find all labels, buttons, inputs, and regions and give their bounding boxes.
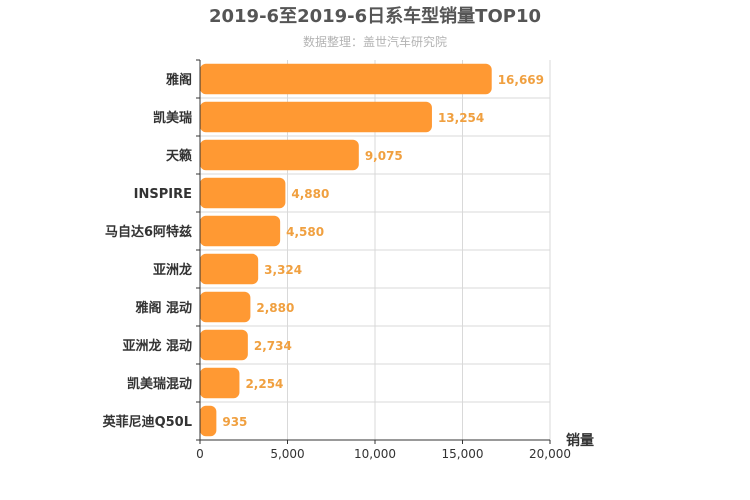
value-label: 3,324 [264, 263, 302, 277]
chart-title: 2019-6至2019-6日系车型销量TOP10 [209, 5, 541, 27]
x-axis-title: 销量 [566, 432, 594, 449]
x-tick-label: 15,000 [442, 447, 484, 461]
category-label: 雅阁 混动 [135, 300, 192, 316]
bar-layer [200, 63, 492, 437]
category-label: INSPIRE [134, 187, 192, 202]
x-tick-label: 10,000 [354, 447, 396, 461]
value-label: 16,669 [498, 73, 544, 87]
category-label: 马自达6阿特兹 [105, 224, 192, 240]
value-label: 2,880 [256, 301, 294, 315]
x-tick-label: 5,000 [270, 447, 304, 461]
category-label: 雅阁 [166, 72, 192, 88]
chart-subtitle: 数据整理：盖世汽车研究院 [303, 34, 447, 49]
value-label: 13,254 [438, 111, 484, 125]
bar-4 [200, 177, 286, 209]
bar-10 [200, 405, 217, 437]
bar-9 [200, 367, 240, 399]
bar-1 [200, 63, 492, 95]
category-label: 亚洲龙 [153, 262, 192, 278]
bar-2 [200, 101, 432, 133]
x-tick-label: 0 [196, 447, 204, 461]
bar-6 [200, 253, 259, 285]
value-label: 2,734 [254, 339, 292, 353]
bar-8 [200, 329, 248, 361]
axis-layer: 0 5,000 10,000 15,000 20,000 [196, 59, 571, 461]
category-label: 凯美瑞混动 [127, 376, 192, 392]
value-label: 935 [222, 415, 247, 429]
value-label: 2,254 [245, 377, 283, 391]
category-label: 亚洲龙 混动 [122, 338, 192, 354]
value-label: 4,880 [291, 187, 329, 201]
value-label: 9,075 [365, 149, 403, 163]
category-label: 天籁 [166, 148, 192, 164]
value-label: 4,580 [286, 225, 324, 239]
label-layer: 雅阁 16,669 凯美瑞 13,254 天籁 9,075 INSPIRE 4,880 马自达6… [102, 72, 544, 430]
bar-5 [200, 215, 281, 247]
category-label: 英菲尼迪Q50L [102, 414, 192, 430]
category-label: 凯美瑞 [153, 110, 192, 126]
bar-3 [200, 139, 359, 171]
bar-7 [200, 291, 251, 323]
x-tick-label: 20,000 [529, 447, 571, 461]
grid-layer [200, 60, 551, 440]
